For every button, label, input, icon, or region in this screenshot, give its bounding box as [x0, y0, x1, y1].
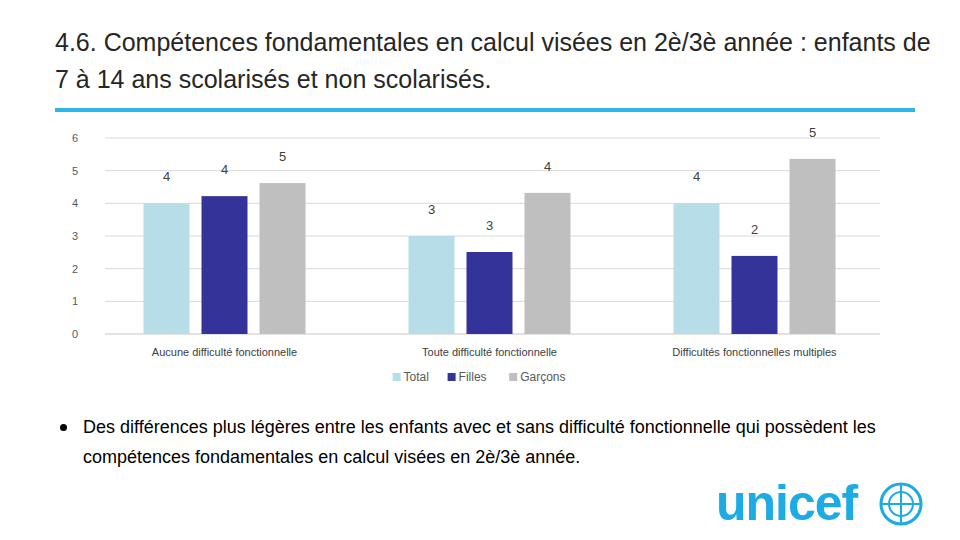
y-tick-label: 2 — [72, 263, 78, 275]
bar — [260, 183, 306, 334]
data-label: 5 — [279, 149, 286, 164]
bars — [144, 159, 836, 334]
grid-line — [105, 138, 880, 139]
data-label: 4 — [693, 169, 700, 184]
bullet-dot — [60, 424, 67, 431]
data-label: 3 — [428, 202, 435, 217]
legend-swatch — [393, 373, 401, 381]
bar — [732, 256, 778, 334]
category-label: Aucune difficulté fonctionnelle — [152, 346, 297, 358]
bar — [790, 159, 836, 334]
legend-label: Total — [404, 370, 429, 384]
data-label: 2 — [751, 222, 758, 237]
bar — [467, 252, 513, 334]
bar — [409, 236, 455, 334]
data-labels: 4 4 5 3 3 4 4 2 5 — [163, 125, 816, 237]
bar — [674, 203, 720, 334]
category-label: Difficultés fonctionnelles multiples — [672, 346, 837, 358]
bar — [202, 196, 248, 334]
legend: Total Filles Garçons — [393, 370, 566, 384]
data-label: 3 — [486, 218, 493, 233]
logo-text: unicef — [716, 476, 859, 531]
y-tick-label: 4 — [72, 197, 78, 209]
title: 4.6. Compétences fondamentales en calcul… — [55, 24, 935, 98]
bullet-text: Des différences plus légères entre les e… — [83, 412, 928, 472]
data-label: 4 — [544, 159, 551, 174]
data-label: 4 — [163, 169, 170, 184]
bar — [144, 203, 190, 334]
legend-label: Filles — [459, 370, 487, 384]
y-tick-label: 1 — [72, 295, 78, 307]
logo: unicef — [716, 476, 926, 532]
y-tick-label: 0 — [72, 328, 78, 340]
legend-label: Garçons — [520, 370, 565, 384]
legend-swatch — [509, 373, 517, 381]
category-label: Toute difficulté fonctionnelle — [422, 346, 557, 358]
page: 4.6. Compétences fondamentales en calcul… — [0, 0, 960, 540]
data-label: 5 — [809, 125, 816, 140]
data-label: 4 — [221, 162, 228, 177]
y-tick-label: 3 — [72, 230, 78, 242]
y-tick-label: 6 — [72, 132, 78, 144]
y-tick-label: 5 — [72, 165, 78, 177]
bar — [525, 193, 571, 334]
legend-swatch — [448, 373, 456, 381]
title-rule — [55, 108, 915, 112]
logo-emblem — [881, 484, 921, 524]
